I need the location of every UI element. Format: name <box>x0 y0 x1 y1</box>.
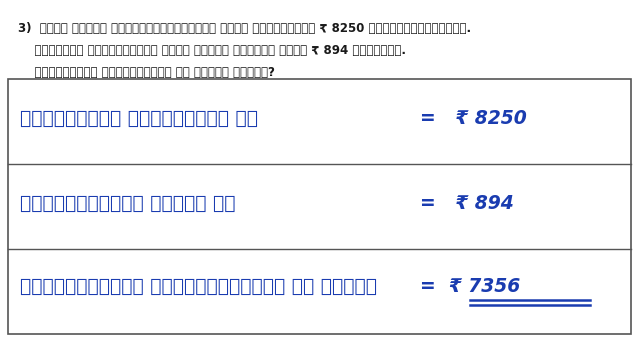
Text: =   ₹ 8250: = ₹ 8250 <box>420 109 527 128</box>
Text: =   ₹ 894: = ₹ 894 <box>420 194 514 213</box>
Text: ಕಲಿಕೋತ್ಸವಕೆ ತಗಲಿದ ಹಣ: ಕಲಿಕೋತ್ಸವಕೆ ತಗಲಿದ ಹಣ <box>20 194 236 213</box>
Text: ದಾನಿಗಳಿಂದ ಸಂಗ್ರಹವಾದ ಹಣ: ದಾನಿಗಳಿಂದ ಸಂಗ್ರಹವಾದ ಹಣ <box>20 109 258 128</box>
Text: આદરલ્લિ કલિકોત્સવદ વેળા ઎લ્લા ખર્ચગળ નંતર ₹ 894 ઉળિયિતુ.: આદરલ્લિ કલિકોત્સવદ વેળા ઎લ્લા ખર્ચગળ નંત… <box>18 44 406 57</box>
Text: 3)  શાળા મક્કળ કલિકોત્સવક્કાગિ ઉરિન દાનિગળિંદ ₹ 8250 સંગ્રહવાભાયિતુ.: 3) શાળા મક્કળ કલિકોત્સવક્કાગિ ઉરિન દાનિગ… <box>18 22 471 35</box>
Text: =  ₹ 7356: = ₹ 7356 <box>420 277 520 296</box>
Text: કલિકોત્સવ સંભ્રમવાગિ આદ ખર્ચુ એષ્ટુ?: કલિકોત્સવ સંભ્રમવાગિ આદ ખર્ચુ એષ્ટુ? <box>18 66 275 79</box>
Text: ಕಲಿಕೋತ್ಸವಕೆ ಸಂಭ್ರಮಕ್ಕಾಗಿ ಆದ ಖರ್ಚು: ಕಲಿಕೋತ್ಸವಕೆ ಸಂಭ್ರಮಕ್ಕಾಗಿ ಆದ ಖರ್ಚು <box>20 277 377 296</box>
Bar <box>8 79 631 334</box>
